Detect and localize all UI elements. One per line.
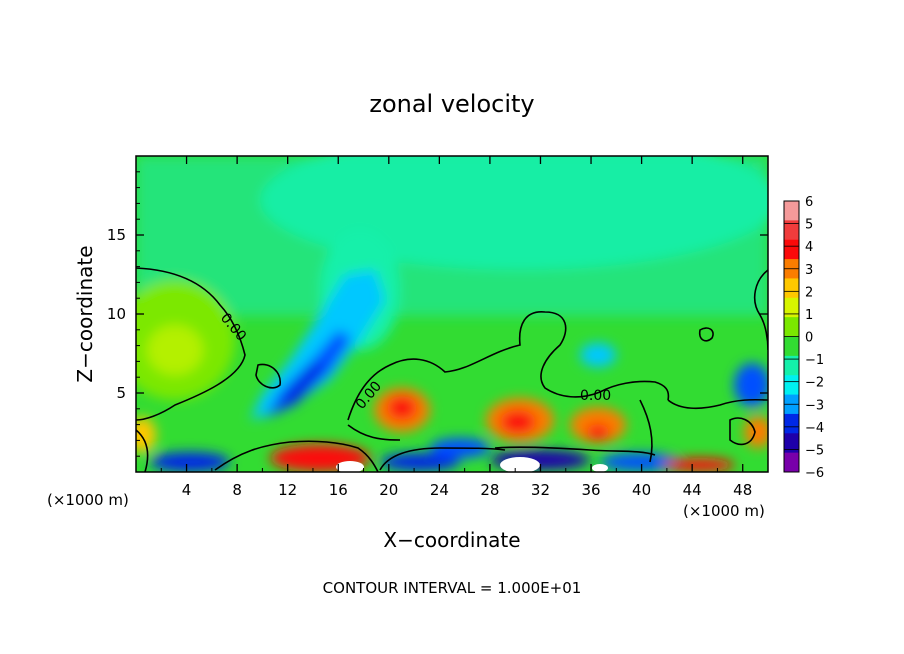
x-tick-label: 24 [430,481,449,499]
y-axis: 5 10 15 [107,171,768,457]
colorbar-tick-label: 4 [805,240,813,255]
x-unit-label-left: (×1000 m) [47,491,129,509]
colorbar-tick-label: 1 [805,308,813,323]
y-tick-label: 15 [107,226,126,244]
x-tick-label: 12 [278,481,297,499]
colorbar-swatch [784,336,799,357]
x-tick-label: 4 [182,481,192,499]
colorbar-tick-label: 3 [805,263,813,278]
y-tick-label: 5 [116,384,126,402]
colorbar-tick-label: 0 [805,331,813,346]
colorbar-tick-label: −2 [805,376,824,391]
x-tick-label: 40 [632,481,651,499]
colorbar-tick-label: −1 [805,353,824,368]
x-tick-label: 36 [581,481,600,499]
colorbar-tick-label: 5 [805,218,813,233]
contour-lines [136,267,768,472]
chart-title: zonal velocity [369,90,534,118]
x-axis: 4 8 12 16 20 24 28 32 36 40 44 48 [160,156,752,499]
colorbar-swatch [784,239,799,260]
x-tick-label: 28 [480,481,499,499]
x-tick-label: 20 [379,481,398,499]
colorbar-swatch [784,297,799,318]
colorbar-swatch [784,220,799,241]
colorbar-tick-label: 6 [805,195,813,210]
colorbar-swatch [784,317,799,337]
colorbar-swatch [784,355,799,376]
x-tick-label: 44 [683,481,702,499]
colorbar-swatch [784,452,799,473]
colorbar-swatch [784,278,799,299]
colorbar-swatch [784,201,799,221]
x-tick-label: 48 [733,481,752,499]
colorbar-swatch [784,413,799,434]
colorbar-swatch [784,433,799,454]
plot-area: 0.00 0.00 0.00 [135,155,769,473]
x-axis-title: X−coordinate [383,528,520,552]
x-tick-label: 16 [329,481,348,499]
colorbar-tick-label: −5 [805,443,824,458]
x-unit-label-right: (×1000 m) [683,502,765,520]
contour-label: 0.00 [580,388,611,404]
colorbar-swatch [784,375,799,396]
velocity-field [136,156,768,472]
x-tick-label: 8 [232,481,242,499]
colorbar-tick-label: 2 [805,285,813,300]
y-tick-label: 10 [107,305,126,323]
colorbar-tick-label: −3 [805,398,824,413]
x-tick-label: 32 [531,481,550,499]
colorbar-tick-label: −4 [805,421,824,436]
colorbar: 6 5 4 3 2 1 0 −1 −2 −3 −4 −5 −6 [783,195,824,481]
y-axis-title: Z−coordinate [73,245,97,382]
colorbar-tick-label: −6 [805,466,824,481]
contour-interval-note: CONTOUR INTERVAL = 1.000E+01 [323,579,582,597]
